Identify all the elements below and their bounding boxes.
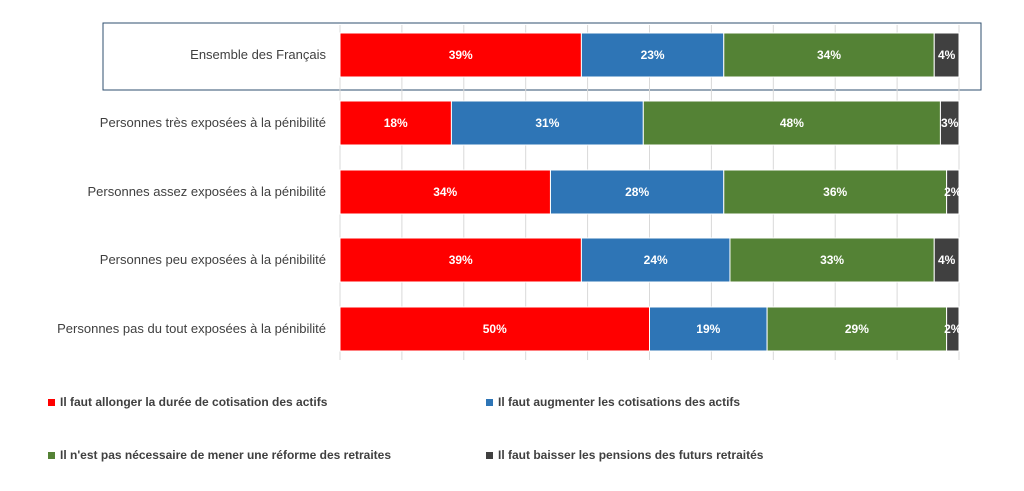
bar-segment <box>933 32 960 78</box>
data-label: 50% <box>483 322 507 336</box>
bar-segment <box>933 237 960 283</box>
data-label: 33% <box>820 253 844 267</box>
bars: 39% 23% 34% 4% 18% 31% 48% 3% 34% 28% 36% 2% 39% 24% 3… <box>339 32 962 352</box>
legend-swatch <box>48 398 55 406</box>
data-label: 48% <box>780 116 804 130</box>
legend-label: Il faut augmenter les cotisations des ac… <box>498 395 741 409</box>
bar-segment <box>339 237 582 283</box>
bar-segment <box>946 169 960 215</box>
data-label: 28% <box>625 185 649 199</box>
data-label: 19% <box>696 322 720 336</box>
data-label: 2% <box>944 185 962 199</box>
data-label: 36% <box>823 185 847 199</box>
legend-swatch <box>486 451 493 459</box>
category-label: Ensemble des Français <box>190 47 326 62</box>
data-label: 39% <box>449 253 473 267</box>
category-label: Personnes très exposées à la pénibilité <box>100 115 326 130</box>
legend-swatch <box>486 398 493 406</box>
data-label: 2% <box>944 322 962 336</box>
bar-segment <box>339 169 551 215</box>
bar-segment <box>642 100 941 146</box>
data-label: 23% <box>641 48 665 62</box>
data-label: 29% <box>845 322 869 336</box>
category-label: Personnes peu exposées à la pénibilité <box>100 252 326 267</box>
data-label: 4% <box>938 253 956 267</box>
legend-item: Il faut augmenter les cotisations des ac… <box>486 395 740 409</box>
legend-item: Il faut baisser les pensions des futurs … <box>486 448 763 462</box>
bar-segment <box>339 32 582 78</box>
highlight-frame <box>102 22 982 91</box>
legend-item: Il n'est pas nécessaire de mener une réf… <box>48 448 391 462</box>
data-label: 31% <box>535 116 559 130</box>
legend-label: Il faut baisser les pensions des futurs … <box>498 448 764 462</box>
legend-item: Il faut allonger la durée de cotisation … <box>48 395 327 409</box>
category-label: Personnes pas du tout exposées à la péni… <box>57 321 326 336</box>
bar-segment <box>339 306 650 352</box>
data-label: 18% <box>384 116 408 130</box>
legend-label: Il faut allonger la durée de cotisation … <box>60 395 328 409</box>
data-label: 3% <box>941 116 959 130</box>
bar-segment <box>450 100 644 146</box>
bar-segment <box>339 100 452 146</box>
data-label: 34% <box>817 48 841 62</box>
bar-segment <box>946 306 960 352</box>
data-label: 34% <box>433 185 457 199</box>
bar-segment <box>939 100 960 146</box>
data-label: 24% <box>644 253 668 267</box>
bar-segment <box>649 306 768 352</box>
legend-swatch <box>48 451 55 459</box>
data-label: 39% <box>449 48 473 62</box>
bar-segment <box>580 237 731 283</box>
data-label: 4% <box>938 48 956 62</box>
bar-segment <box>549 169 725 215</box>
bar-segment <box>729 237 935 283</box>
bar-segment <box>723 169 948 215</box>
category-labels: Ensemble des Français Personnes très expo… <box>57 47 326 336</box>
category-label: Personnes assez exposées à la pénibilité <box>88 184 326 199</box>
bar-segment <box>766 306 948 352</box>
legend-label: Il n'est pas nécessaire de mener une réf… <box>60 448 392 462</box>
